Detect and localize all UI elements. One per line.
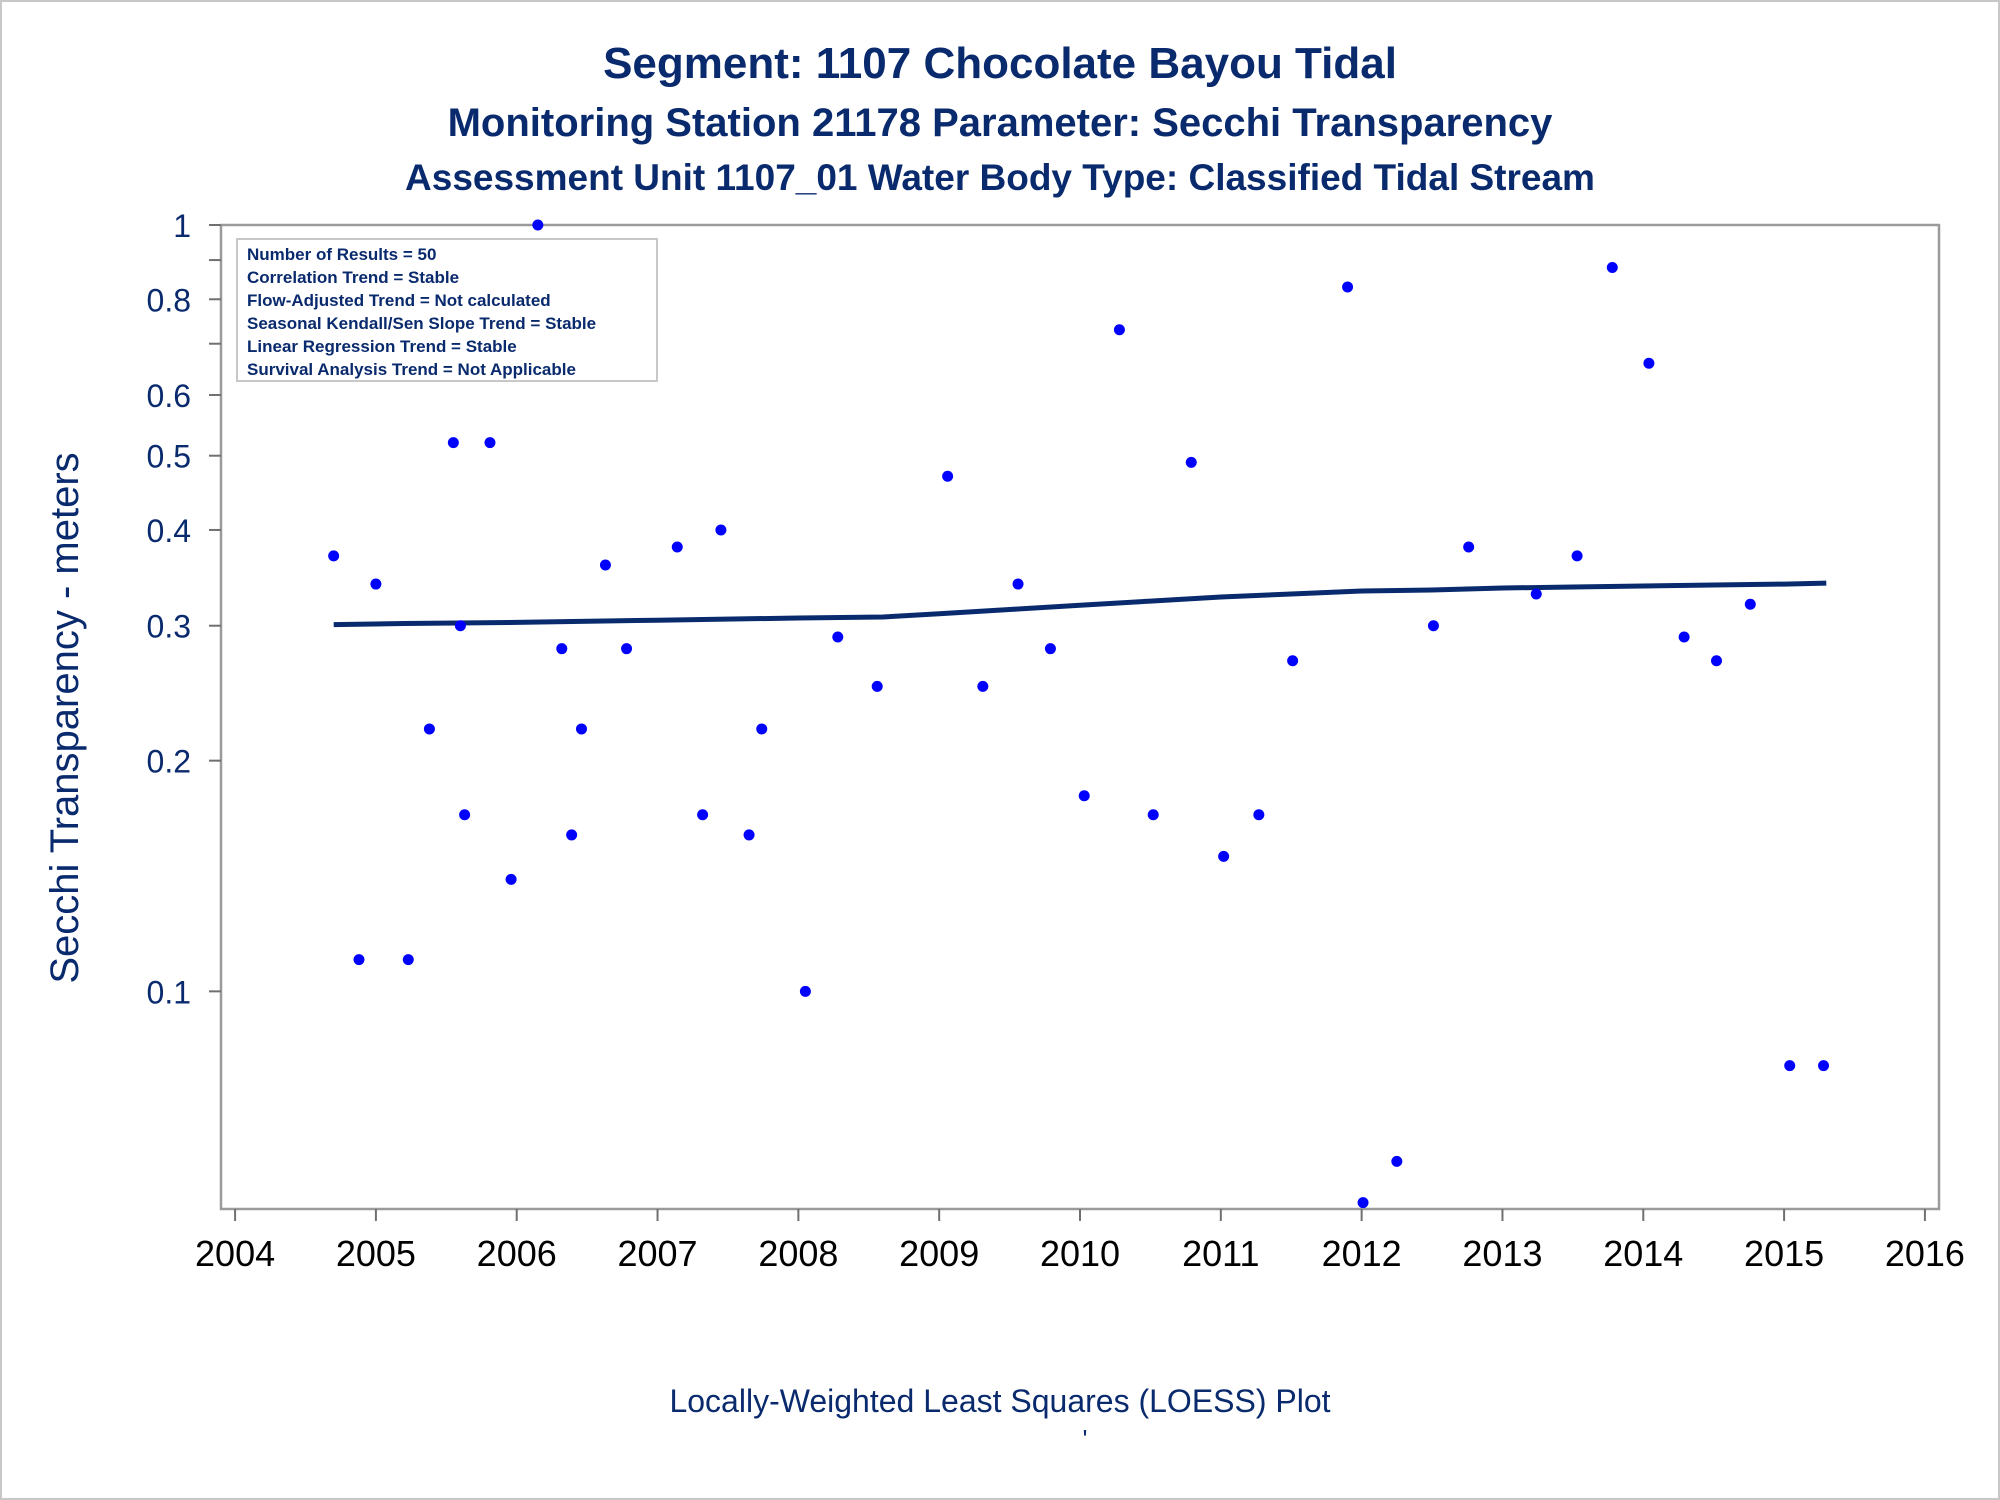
data-point (1711, 655, 1723, 667)
data-point (505, 873, 517, 885)
stats-box-line: Number of Results = 50 (247, 245, 436, 264)
data-point (1606, 262, 1618, 274)
data-point (1078, 790, 1090, 802)
data-point (353, 954, 365, 966)
data-point (1357, 1197, 1369, 1209)
x-tick-label: 2005 (336, 1233, 416, 1274)
data-point (1643, 357, 1655, 369)
data-point (1571, 550, 1583, 562)
data-point (328, 550, 340, 562)
y-tick-label: 0.1 (147, 974, 191, 1010)
data-point (1391, 1155, 1403, 1167)
x-tick-label: 2012 (1322, 1233, 1402, 1274)
data-point (799, 985, 811, 997)
x-tick-label: 2006 (477, 1233, 557, 1274)
data-point (532, 219, 544, 231)
data-point (566, 829, 578, 841)
stats-box-line: Survival Analysis Trend = Not Applicable (247, 360, 576, 379)
data-point (1678, 631, 1690, 643)
data-point (1044, 643, 1056, 655)
data-point (871, 680, 883, 692)
stats-box-line: Correlation Trend = Stable (247, 268, 459, 287)
data-point (942, 470, 954, 482)
footnote-mark: ' (1083, 1424, 1088, 1454)
y-axis-label: Secchi Transparency - meters (43, 452, 87, 983)
data-point (423, 723, 435, 735)
data-point (370, 578, 382, 590)
data-point (484, 437, 496, 449)
chart-title: Segment: 1107 Chocolate Bayou Tidal (603, 39, 1397, 88)
data-point (1744, 598, 1756, 610)
x-tick-label: 2009 (899, 1233, 979, 1274)
x-tick-label: 2014 (1603, 1233, 1683, 1274)
x-tick-label: 2015 (1744, 1233, 1824, 1274)
chart-subtitle: Monitoring Station 21178 Parameter: Secc… (448, 101, 1554, 145)
data-point (1427, 620, 1439, 632)
y-tick-label: 0.2 (147, 744, 191, 780)
stats-box: Number of Results = 50 Correlation Trend … (236, 238, 658, 382)
data-point (1012, 578, 1024, 590)
stats-box-line: Seasonal Kendall/Sen Slope Trend = Stabl… (247, 314, 596, 333)
chart-subtitle-2: Assessment Unit 1107_01 Water Body Type:… (405, 157, 1595, 198)
data-point (621, 643, 633, 655)
data-point (1185, 456, 1197, 468)
data-point (1463, 541, 1475, 553)
stats-box-line: Flow-Adjusted Trend = Not calculated (247, 291, 551, 310)
x-tick-label: 2004 (195, 1233, 275, 1274)
data-point (1530, 588, 1542, 600)
data-point (1784, 1060, 1796, 1072)
y-tick-label: 1 (173, 208, 191, 244)
x-tick-label: 2011 (1182, 1233, 1259, 1274)
data-point (1218, 850, 1230, 862)
y-tick-label: 0.4 (147, 513, 191, 549)
data-point (1147, 809, 1159, 821)
y-tick-label: 0.6 (147, 378, 191, 414)
data-point (447, 437, 459, 449)
data-point (556, 643, 568, 655)
y-tick-label: 0.5 (147, 439, 191, 475)
footnote: Locally-Weighted Least Squares (LOESS) P… (669, 1383, 1330, 1419)
stats-box-border (236, 238, 658, 382)
y-tick-label: 0.3 (147, 609, 191, 645)
x-tick-label: 2008 (758, 1233, 838, 1274)
data-point (1113, 324, 1125, 336)
data-point (1818, 1060, 1830, 1072)
data-point (402, 954, 414, 966)
x-tick-label: 2013 (1462, 1233, 1542, 1274)
data-point (1342, 281, 1354, 293)
loess-trend-line (333, 580, 1827, 628)
data-point (1253, 809, 1265, 821)
x-tick-label: 2016 (1885, 1233, 1965, 1274)
x-tick-label: 2007 (617, 1233, 697, 1274)
data-point (599, 559, 611, 571)
x-tick-label: 2010 (1040, 1233, 1120, 1274)
data-point (977, 680, 989, 692)
stats-box-line: Linear Regression Trend = Stable (247, 337, 517, 356)
data-point (459, 809, 471, 821)
y-tick-label: 0.8 (147, 282, 191, 318)
data-point (575, 723, 587, 735)
data-point (832, 631, 844, 643)
data-point (454, 620, 466, 632)
data-point (743, 829, 755, 841)
data-point (756, 723, 768, 735)
data-point (697, 809, 709, 821)
data-point (1287, 655, 1299, 667)
data-point (671, 541, 683, 553)
data-point (715, 524, 727, 536)
